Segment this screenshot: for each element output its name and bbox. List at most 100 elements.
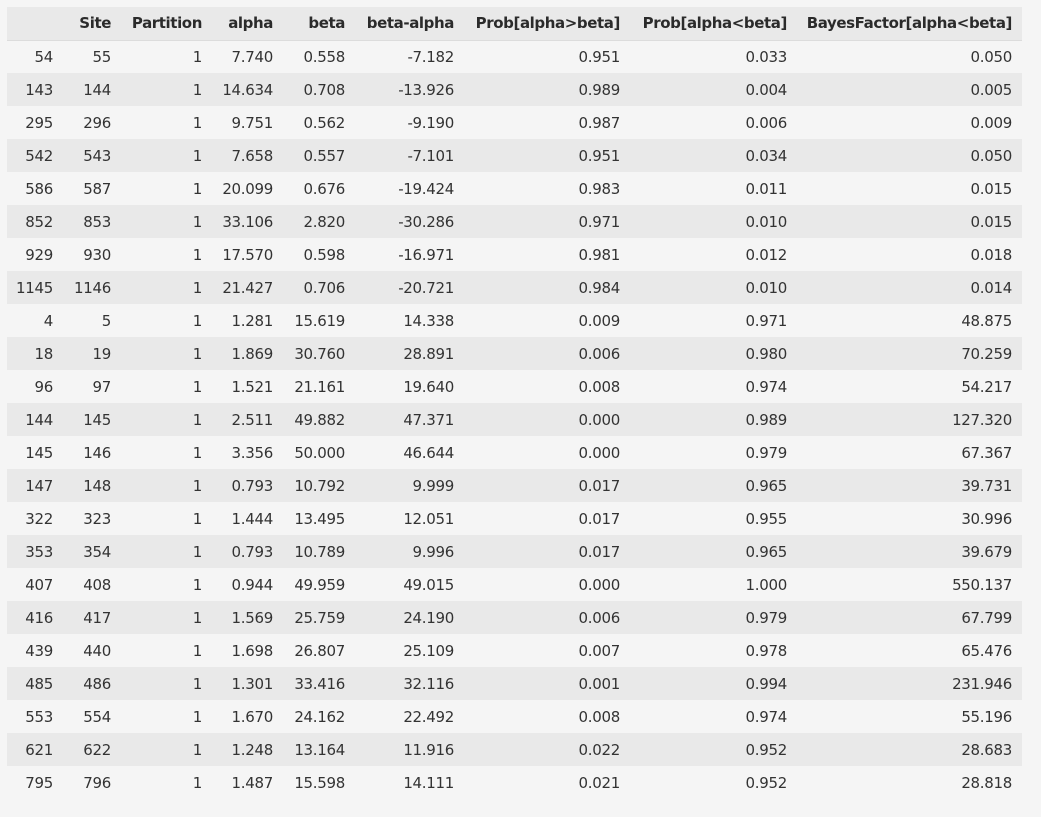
cell-partition: 1 <box>192 740 203 759</box>
cell-index: 407 <box>25 575 53 594</box>
cell-prob-alpha-lt-beta: 0.004 <box>745 80 788 99</box>
cell-beta-alpha: 47.371 <box>403 410 454 429</box>
cell-alpha: 17.570 <box>222 245 273 264</box>
header-row: Site Partition alpha beta beta-alpha Prob[alp… <box>7 7 1022 41</box>
cell-alpha: 1.670 <box>231 707 274 726</box>
cell-index: 929 <box>25 245 53 264</box>
cell-beta-alpha: 32.116 <box>403 674 454 693</box>
cell-beta: 24.162 <box>294 707 345 726</box>
cell-prob-alpha-gt-beta: 0.000 <box>578 443 621 462</box>
cell-partition: 1 <box>192 641 203 660</box>
cell-prob-alpha-gt-beta: 0.983 <box>578 179 621 198</box>
cell-beta-alpha: 14.338 <box>403 311 454 330</box>
cell-partition: 1 <box>192 47 203 66</box>
cell-beta-alpha: 19.640 <box>403 377 454 396</box>
table-row: 147 148 1 0.793 10.792 9.999 0.017 0.965 39.731 <box>7 469 1022 502</box>
cell-bayes-factor: 70.259 <box>961 344 1012 363</box>
cell-prob-alpha-gt-beta: 0.984 <box>578 278 621 297</box>
cell-index: 143 <box>25 80 53 99</box>
cell-alpha: 0.793 <box>231 476 274 495</box>
cell-beta-alpha: -19.424 <box>398 179 454 198</box>
cell-index: 96 <box>34 377 54 396</box>
cell-site: 543 <box>83 146 111 165</box>
cell-beta-alpha: -13.926 <box>398 80 454 99</box>
cell-prob-alpha-gt-beta: 0.951 <box>578 146 621 165</box>
cell-prob-alpha-lt-beta: 0.955 <box>745 509 788 528</box>
cell-prob-alpha-gt-beta: 0.017 <box>578 542 621 561</box>
cell-partition: 1 <box>192 575 203 594</box>
cell-beta: 33.416 <box>294 674 345 693</box>
cell-beta: 0.557 <box>303 146 346 165</box>
cell-prob-alpha-lt-beta: 0.034 <box>745 146 788 165</box>
cell-alpha: 33.106 <box>222 212 273 231</box>
cell-prob-alpha-lt-beta: 0.010 <box>745 212 788 231</box>
cell-partition: 1 <box>192 278 203 297</box>
cell-beta: 2.820 <box>303 212 346 231</box>
cell-bayes-factor: 0.005 <box>970 80 1013 99</box>
cell-beta-alpha: 24.190 <box>403 608 454 627</box>
cell-alpha: 7.658 <box>231 146 274 165</box>
cell-prob-alpha-lt-beta: 0.952 <box>745 773 788 792</box>
cell-partition: 1 <box>192 674 203 693</box>
cell-beta: 50.000 <box>294 443 345 462</box>
cell-site: 853 <box>83 212 111 231</box>
cell-site: 554 <box>83 707 111 726</box>
cell-alpha: 1.521 <box>231 377 274 396</box>
column-header-alpha: alpha <box>212 7 283 41</box>
cell-prob-alpha-lt-beta: 1.000 <box>745 575 788 594</box>
cell-site: 486 <box>83 674 111 693</box>
cell-partition: 1 <box>192 212 203 231</box>
table-row: 54 55 1 7.740 0.558 -7.182 0.951 0.033 0.050 <box>7 40 1022 73</box>
cell-prob-alpha-lt-beta: 0.952 <box>745 740 788 759</box>
cell-prob-alpha-gt-beta: 0.001 <box>578 674 621 693</box>
cell-alpha: 0.793 <box>231 542 274 561</box>
cell-prob-alpha-lt-beta: 0.974 <box>745 377 788 396</box>
cell-site: 19 <box>92 344 112 363</box>
cell-beta-alpha: 9.999 <box>412 476 455 495</box>
cell-alpha: 1.569 <box>231 608 274 627</box>
cell-site: 587 <box>83 179 111 198</box>
cell-prob-alpha-lt-beta: 0.010 <box>745 278 788 297</box>
cell-partition: 1 <box>192 344 203 363</box>
cell-beta: 13.164 <box>294 740 345 759</box>
table-row: 353 354 1 0.793 10.789 9.996 0.017 0.965 39.679 <box>7 535 1022 568</box>
cell-beta-alpha: 9.996 <box>412 542 455 561</box>
cell-prob-alpha-gt-beta: 0.007 <box>578 641 621 660</box>
column-header-prob-alpha-gt-beta: Prob[alpha>beta] <box>464 7 630 41</box>
cell-alpha: 1.281 <box>231 311 274 330</box>
cell-prob-alpha-lt-beta: 0.989 <box>745 410 788 429</box>
cell-prob-alpha-gt-beta: 0.017 <box>578 509 621 528</box>
cell-partition: 1 <box>192 146 203 165</box>
cell-index: 322 <box>25 509 53 528</box>
cell-prob-alpha-gt-beta: 0.971 <box>578 212 621 231</box>
cell-prob-alpha-gt-beta: 0.987 <box>578 113 621 132</box>
cell-prob-alpha-gt-beta: 0.021 <box>578 773 621 792</box>
cell-index: 485 <box>25 674 53 693</box>
cell-alpha: 20.099 <box>222 179 273 198</box>
cell-prob-alpha-lt-beta: 0.980 <box>745 344 788 363</box>
cell-beta: 30.760 <box>294 344 345 363</box>
cell-beta: 0.706 <box>303 278 346 297</box>
cell-index: 416 <box>25 608 53 627</box>
cell-beta-alpha: -7.101 <box>407 146 454 165</box>
cell-beta-alpha: -20.721 <box>398 278 454 297</box>
cell-site: 55 <box>92 47 112 66</box>
cell-partition: 1 <box>192 707 203 726</box>
cell-beta: 15.619 <box>294 311 345 330</box>
cell-site: 796 <box>83 773 111 792</box>
cell-index: 852 <box>25 212 53 231</box>
table-row: 586 587 1 20.099 0.676 -19.424 0.983 0.011 0.015 <box>7 172 1022 205</box>
cell-partition: 1 <box>192 410 203 429</box>
cell-prob-alpha-lt-beta: 0.978 <box>745 641 788 660</box>
cell-prob-alpha-gt-beta: 0.022 <box>578 740 621 759</box>
cell-prob-alpha-gt-beta: 0.008 <box>578 377 621 396</box>
table-body: 54 55 1 7.740 0.558 -7.182 0.951 0.033 0.050 143 1… <box>7 40 1022 799</box>
cell-beta-alpha: 14.111 <box>403 773 454 792</box>
cell-alpha: 1.301 <box>231 674 274 693</box>
column-header-site: Site <box>63 7 121 41</box>
cell-alpha: 9.751 <box>231 113 274 132</box>
cell-partition: 1 <box>192 773 203 792</box>
cell-prob-alpha-lt-beta: 0.006 <box>745 113 788 132</box>
cell-partition: 1 <box>192 113 203 132</box>
cell-site: 296 <box>83 113 111 132</box>
